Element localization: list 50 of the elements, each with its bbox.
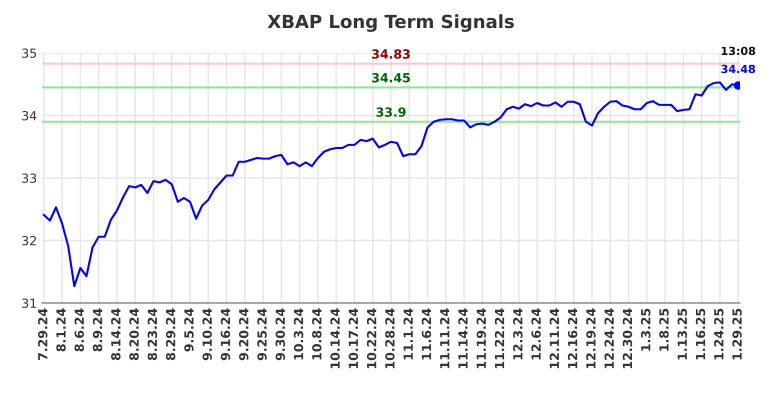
ref-line-label: 34.83 [372, 49, 410, 59]
x-tick-label: 8.1.24 [56, 308, 66, 352]
x-tick-label: 10.22.24 [366, 308, 376, 368]
x-tick-label: 10.8.24 [312, 308, 322, 360]
x-tick-label: 1.13.25 [678, 308, 687, 360]
x-tick-label: 1.8.25 [659, 308, 669, 351]
x-tick-label: 8.29.24 [166, 308, 176, 360]
x-tick-label: 11.11.24 [440, 308, 450, 368]
x-tick-label: 9.10.24 [202, 308, 212, 360]
x-tick-label: 8.20.24 [129, 308, 139, 360]
x-tick-label: 11.6.24 [422, 308, 432, 360]
x-tick-label: 1.3.25 [640, 308, 650, 351]
x-tick-label: 9.16.24 [220, 308, 230, 360]
x-tick-label: 7.29.24 [38, 308, 48, 360]
x-tick-label: 10.3.24 [294, 308, 304, 360]
x-tick-label: 1.29.25 [732, 308, 742, 360]
x-tick-label: 12.30.24 [622, 308, 632, 368]
x-tick-label: 1.24.25 [714, 308, 724, 360]
x-tick-label: 11.19.24 [476, 308, 486, 368]
x-tick-label: 8.23.24 [148, 308, 158, 360]
x-tick-label: 8.6.24 [74, 308, 84, 352]
y-tick-label: 35 [22, 48, 36, 58]
x-tick-label: 11.1.24 [403, 308, 413, 360]
x-tick-label: 11.14.24 [458, 308, 468, 368]
x-tick-label: 9.30.24 [276, 308, 285, 360]
x-tick-label: 12.19.24 [586, 308, 596, 368]
x-tick-label: 8.14.24 [111, 308, 121, 360]
x-tick-label: 11.22.24 [494, 308, 504, 368]
x-tick-label: 8.9.24 [92, 308, 102, 352]
chart-title: XBAP Long Term Signals [268, 14, 514, 32]
y-tick-label: 31 [22, 298, 36, 308]
y-tick-label: 34 [22, 110, 36, 120]
x-tick-label: 9.25.24 [257, 308, 267, 360]
x-tick-label: 9.5.24 [184, 308, 194, 352]
x-tick-label: 12.11.24 [550, 308, 559, 368]
annotation: 34.48 [721, 64, 756, 74]
ref-line-label: 33.9 [376, 107, 406, 117]
x-tick-label: 1.16.25 [696, 308, 706, 360]
y-tick-label: 33 [22, 173, 36, 183]
x-tick-label: 10.17.24 [348, 308, 358, 368]
x-tick-label: 9.20.24 [238, 308, 248, 360]
x-tick-label: 12.24.24 [604, 308, 614, 368]
annotation: 13:08 [722, 46, 756, 56]
ref-line-label: 34.45 [372, 73, 410, 82]
x-tick-label: 12.16.24 [568, 308, 578, 368]
y-tick-label: 32 [22, 236, 36, 246]
x-tick-label: 10.14.24 [330, 308, 340, 368]
x-tick-label: 12.3.24 [513, 308, 523, 360]
x-tick-label: 12.6.24 [531, 308, 541, 360]
x-tick-label: 10.28.24 [385, 308, 395, 368]
